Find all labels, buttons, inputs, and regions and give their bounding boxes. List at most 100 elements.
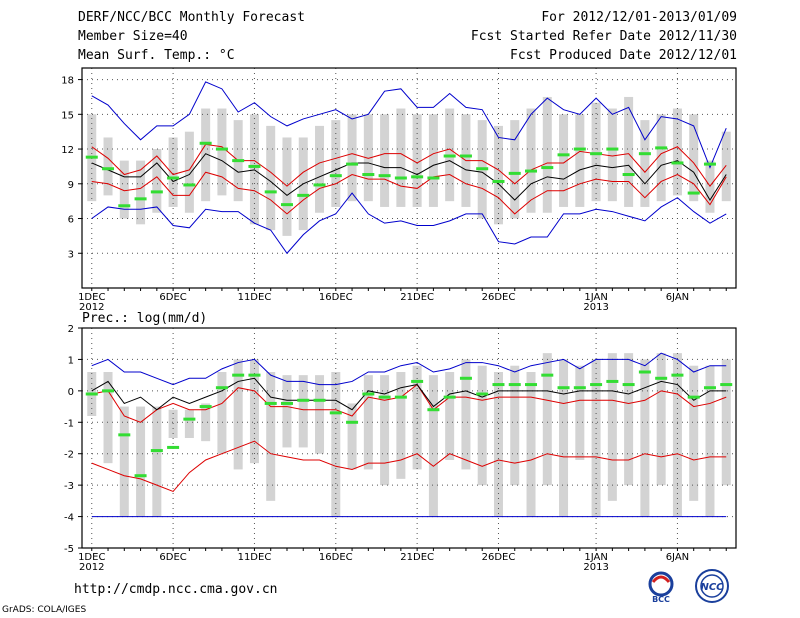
prec-ytick-label: -4: [64, 513, 74, 524]
temp-series-p25: [91, 171, 727, 215]
prec-ytick-label: -3: [64, 481, 74, 492]
temp-observed-mark: [297, 193, 310, 197]
temp-observed-mark: [443, 154, 456, 158]
temp-observed-mark: [199, 141, 212, 145]
temp-spread-box: [136, 160, 146, 225]
prec-series-p75: [91, 383, 727, 423]
temp-observed-mark: [687, 191, 700, 195]
source-url[interactable]: http://cmdp.ncc.cma.gov.cn: [74, 582, 278, 597]
prec-xtick-label: 26DEC: [482, 552, 516, 563]
prec-observed-mark: [297, 398, 310, 402]
temp-observed-mark: [606, 147, 619, 151]
temp-observed-mark: [167, 176, 180, 180]
prec-observed-mark: [167, 445, 180, 449]
prec-spread-box: [461, 359, 471, 470]
temp-series-p75: [91, 143, 727, 187]
prec-spread-box: [298, 375, 308, 448]
prec-xtick-label: 11DEC: [238, 552, 272, 563]
prec-observed-mark: [232, 373, 245, 377]
prec-observed-mark: [703, 386, 716, 390]
temp-observed-mark: [508, 171, 521, 175]
prec-observed-mark: [525, 383, 538, 387]
temp-spread-box: [493, 125, 503, 225]
prec-spread-box: [445, 372, 455, 460]
chart-title: DERF/NCC/BCC Monthly Forecast: [78, 10, 305, 25]
temp-observed-mark: [183, 183, 196, 187]
prec-observed-mark: [329, 411, 342, 415]
temp-spread-box: [591, 102, 601, 202]
prec-observed-mark: [411, 379, 424, 383]
prec-xtick-label: 6DEC: [159, 552, 186, 563]
prec-series-p25: [91, 440, 727, 493]
prec-observed-mark: [346, 420, 359, 424]
prec-spread-box: [510, 365, 520, 486]
ncc-logo: NCC: [695, 569, 729, 603]
temp-spread-box: [249, 114, 259, 225]
temp-observed-mark: [232, 159, 245, 163]
prec-spread-box: [315, 375, 325, 454]
prec-observed-mark: [590, 383, 603, 387]
temp-observed-mark: [671, 161, 684, 165]
prec-observed-mark: [102, 389, 115, 393]
prec-xtick-label: 16DEC: [319, 552, 353, 563]
refer-date: Fcst Started Refer Date 2012/11/30: [470, 29, 737, 44]
prec-observed-mark: [313, 398, 326, 402]
prec-observed-mark: [199, 405, 212, 409]
prec-observed-mark: [427, 408, 440, 412]
grads-credit: GrADS: COLA/IGES: [2, 605, 87, 615]
prec-spread-box: [575, 365, 585, 460]
temp-spread-box: [103, 137, 113, 196]
temp-observed-mark: [102, 167, 115, 171]
prec-observed-mark: [508, 383, 521, 387]
temp-observed-mark: [378, 174, 391, 178]
prec-xtick-label: 6JAN: [666, 552, 689, 563]
prec-xtick-label: 21DEC: [400, 552, 434, 563]
prec-observed-mark: [134, 474, 147, 478]
prec-spread-box: [672, 353, 682, 517]
prec-spread-box: [396, 372, 406, 479]
temp-xtick-label: 11DEC: [238, 292, 272, 303]
prec-ytick-label: 2: [68, 324, 74, 335]
prec-observed-mark: [362, 392, 375, 396]
temp-spread-box: [526, 108, 536, 213]
temp-series-min: [91, 192, 727, 255]
temp-observed-mark: [622, 173, 635, 177]
temp-spread-box: [428, 114, 438, 207]
temp-spread-box: [315, 125, 325, 213]
prec-xtick-label: 1DEC: [78, 552, 105, 563]
temp-spread-box: [412, 114, 422, 207]
prec-series-mean: [91, 377, 727, 411]
prec-observed-mark: [280, 401, 293, 405]
temp-ytick-label: 9: [68, 180, 74, 191]
temp-spread-box: [347, 114, 357, 202]
temp-observed-mark: [280, 203, 293, 207]
temp-spread-box: [672, 108, 682, 196]
prec-spread-box: [363, 375, 373, 470]
prec-spread-box: [103, 372, 113, 464]
prec-observed-mark: [476, 392, 489, 396]
temp-observed-mark: [313, 183, 326, 187]
prec-observed-mark: [655, 376, 668, 380]
temp-ytick-label: 12: [61, 145, 74, 156]
prec-ytick-label: 1: [68, 355, 74, 366]
prec-spread-box: [607, 353, 617, 501]
prec-spread-box: [640, 359, 650, 517]
temp-observed-mark: [346, 162, 359, 166]
prec-observed-mark: [671, 373, 684, 377]
temp-observed-mark: [525, 169, 538, 173]
prec-spread-box: [266, 372, 276, 501]
prec-spread-box: [136, 406, 146, 517]
prec-spread-box: [721, 359, 731, 486]
variable-label: Mean Surf. Temp.: °C: [78, 48, 235, 63]
precip-panel-title: Prec.: log(mm/d): [82, 311, 207, 326]
prec-observed-mark: [573, 386, 586, 390]
prec-observed-mark: [459, 376, 472, 380]
temp-observed-mark: [541, 166, 554, 170]
prec-series-max: [91, 352, 727, 386]
temp-spread-box: [624, 96, 634, 207]
prec-observed-mark: [264, 401, 277, 405]
prec-plot-frame: [81, 327, 737, 549]
temp-spread-box: [575, 114, 585, 207]
temp-observed-mark: [264, 190, 277, 194]
temp-observed-mark: [459, 154, 472, 158]
